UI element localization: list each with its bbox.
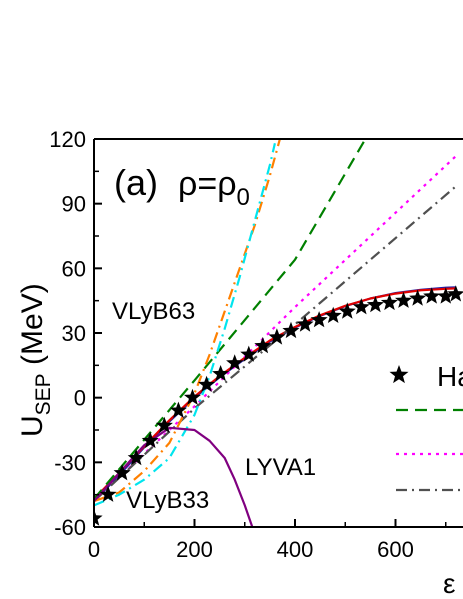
star-point: [447, 285, 463, 302]
star-point: [324, 306, 342, 323]
star-point: [268, 328, 286, 345]
star-point: [198, 375, 216, 392]
annotation-lyva1: LYVA1: [245, 454, 316, 481]
star-point: [99, 485, 117, 502]
star-point: [296, 315, 314, 332]
star-point: [155, 416, 173, 433]
x-tick-label: 0: [88, 537, 100, 562]
series-line-7: [94, 143, 276, 507]
series-line-5: [94, 185, 457, 502]
hartree-fock-stars: [94, 285, 463, 526]
star-point: [409, 289, 427, 306]
star-point: [94, 509, 103, 526]
panel-condition: ρ=ρ0: [178, 165, 250, 211]
star-point: [183, 388, 201, 405]
y-tick-label: -60: [54, 515, 86, 540]
y-tick-label: 90: [62, 192, 86, 217]
legend-entry-label: Ha: [437, 361, 463, 392]
star-point: [282, 321, 300, 339]
x-tick-label: 200: [176, 537, 213, 562]
star-point: [127, 449, 145, 466]
star-point: [113, 464, 131, 481]
y-tick-label: -30: [54, 450, 86, 475]
y-tick-label: 120: [49, 127, 86, 152]
series-line-4: [94, 155, 457, 502]
series-line-2: [94, 287, 456, 500]
star-point: [380, 293, 398, 311]
x-tick-label: 400: [277, 537, 314, 562]
star-point: [352, 298, 370, 315]
star-point: [310, 311, 328, 328]
legend: Ha: [389, 361, 463, 492]
x-tick-label: 600: [377, 537, 414, 562]
annotation-vlyb63: VLyB63: [112, 298, 195, 325]
y-tick-label: 60: [62, 256, 86, 281]
star-point: [437, 287, 455, 304]
star-point: [226, 354, 244, 371]
star-point: [395, 291, 413, 308]
x-axis-label: ε: [443, 568, 455, 599]
panel-label: (a): [114, 162, 158, 203]
series-line-6: [94, 139, 281, 503]
y-axis-label: USEP (MeV): [16, 283, 55, 437]
annotation-vlyb33: VLyB33: [126, 487, 209, 514]
star-point: [240, 345, 258, 362]
star-point: [254, 336, 272, 354]
y-tick-label: 30: [62, 321, 86, 346]
star-point: [169, 401, 187, 418]
star-point: [141, 431, 159, 449]
y-tick-label: 0: [74, 386, 86, 411]
star-point: [366, 296, 384, 313]
star-point: [212, 365, 230, 382]
star-point: [338, 302, 356, 319]
legend-star-marker: [389, 365, 409, 384]
series-line-8: [94, 426, 254, 527]
axis-ticks: -60 -30 0 30 60 90 120 0 200 400 600: [49, 127, 447, 562]
star-point: [423, 287, 441, 304]
